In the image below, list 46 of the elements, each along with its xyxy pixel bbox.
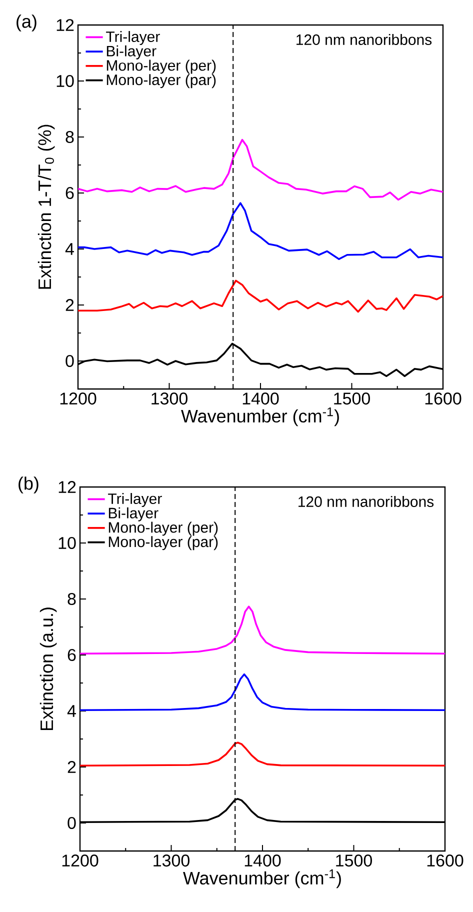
x-axis-title: Wavenumber (cm$^{-1}$) [183, 869, 341, 888]
y-tick-label: 0 [66, 354, 74, 368]
line-series [78, 202, 443, 260]
y-tick-label: 4 [65, 243, 74, 255]
legend-label: Tri-layer [106, 31, 160, 45]
line-series [78, 280, 443, 313]
chart-title: (b) [18, 476, 38, 494]
y-tick-label: 2 [66, 299, 74, 311]
x-tick-label: 1300 [152, 392, 188, 405]
y-tick-label: 4 [67, 705, 76, 717]
y-tick-label: 10 [56, 74, 74, 88]
y-axis-title: Extinction 1-T/T$_{0}$ (%) [38, 124, 55, 289]
legend-label: Mono-layer (par) [108, 536, 218, 550]
x-tick-label: 1600 [427, 854, 464, 867]
y-tick-label: 2 [68, 761, 76, 773]
chart-title: (a) [16, 14, 36, 32]
legend-label: Bi-layer [108, 507, 158, 522]
x-tick-label: 1400 [242, 392, 279, 405]
x-tick-label: 1200 [60, 392, 96, 405]
y-tick-label: 10 [58, 536, 76, 550]
x-tick-label: 1500 [334, 392, 370, 405]
legend-label: Bi-layer [106, 45, 156, 60]
x-tick-label: 1600 [425, 392, 462, 405]
line-series [80, 742, 445, 766]
annotation: 120 nm nanoribbons [298, 496, 434, 507]
x-tick-label: 1400 [244, 854, 281, 867]
x-axis-title: Wavenumber (cm$^{-1}$) [181, 407, 339, 426]
line-series [80, 673, 445, 712]
y-tick-label: 6 [68, 648, 76, 662]
x-tick-label: 1500 [336, 854, 372, 867]
legend-label: Mono-layer (per) [106, 60, 216, 74]
annotation: 120 nm nanoribbons [296, 34, 432, 46]
y-tick-label: 8 [66, 130, 74, 144]
line-series [78, 138, 443, 201]
x-tick-label: 1300 [154, 854, 190, 867]
line-series [80, 606, 445, 654]
legend-label: Mono-layer (par) [106, 74, 216, 88]
y-tick-label: 0 [68, 816, 76, 830]
y-axis-title: Extinction (a.u.) [40, 608, 57, 730]
legend-label: Tri-layer [108, 493, 162, 507]
x-tick-label: 1200 [62, 854, 98, 867]
y-tick-label: 8 [68, 592, 76, 606]
y-tick-label: 12 [58, 481, 76, 493]
legend-label: Mono-layer (per) [108, 522, 218, 536]
y-tick-label: 6 [66, 186, 74, 200]
y-tick-label: 12 [56, 19, 74, 31]
